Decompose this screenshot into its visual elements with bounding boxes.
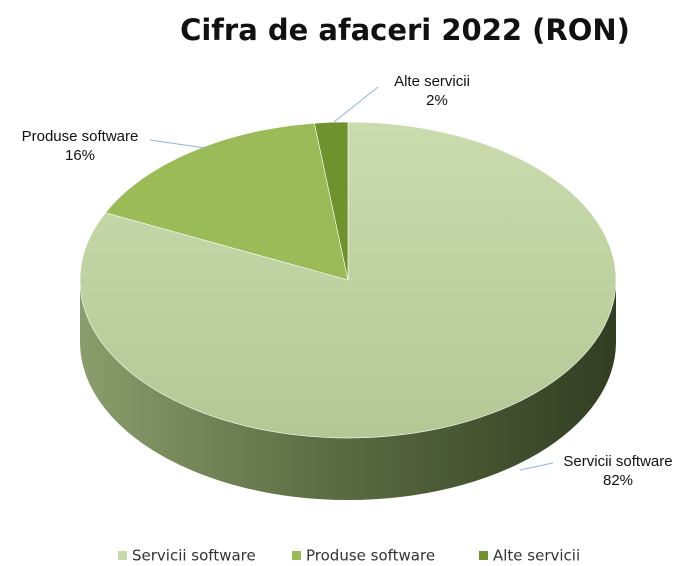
data-label: 82% xyxy=(603,472,633,489)
data-label: 16% xyxy=(65,147,95,164)
legend-swatch xyxy=(118,551,127,560)
legend-swatch xyxy=(479,551,488,560)
leader-line xyxy=(149,139,206,149)
slice-side xyxy=(80,280,616,500)
leader-line xyxy=(333,86,379,123)
legend-swatch xyxy=(292,551,301,560)
data-label-name: Servicii software xyxy=(563,453,672,470)
leader-line xyxy=(519,462,554,471)
data-label: 2% xyxy=(426,92,448,109)
chart-title: Cifra de afaceri 2022 (RON) xyxy=(180,13,630,47)
legend-label: Produse software xyxy=(306,547,435,565)
data-label-name: Produse software xyxy=(22,128,139,145)
legend-label: Servicii software xyxy=(132,547,256,565)
legend-label: Alte servicii xyxy=(493,547,580,565)
slice xyxy=(314,121,349,281)
slice xyxy=(104,122,349,281)
data-label-name: Alte servicii xyxy=(394,73,470,90)
